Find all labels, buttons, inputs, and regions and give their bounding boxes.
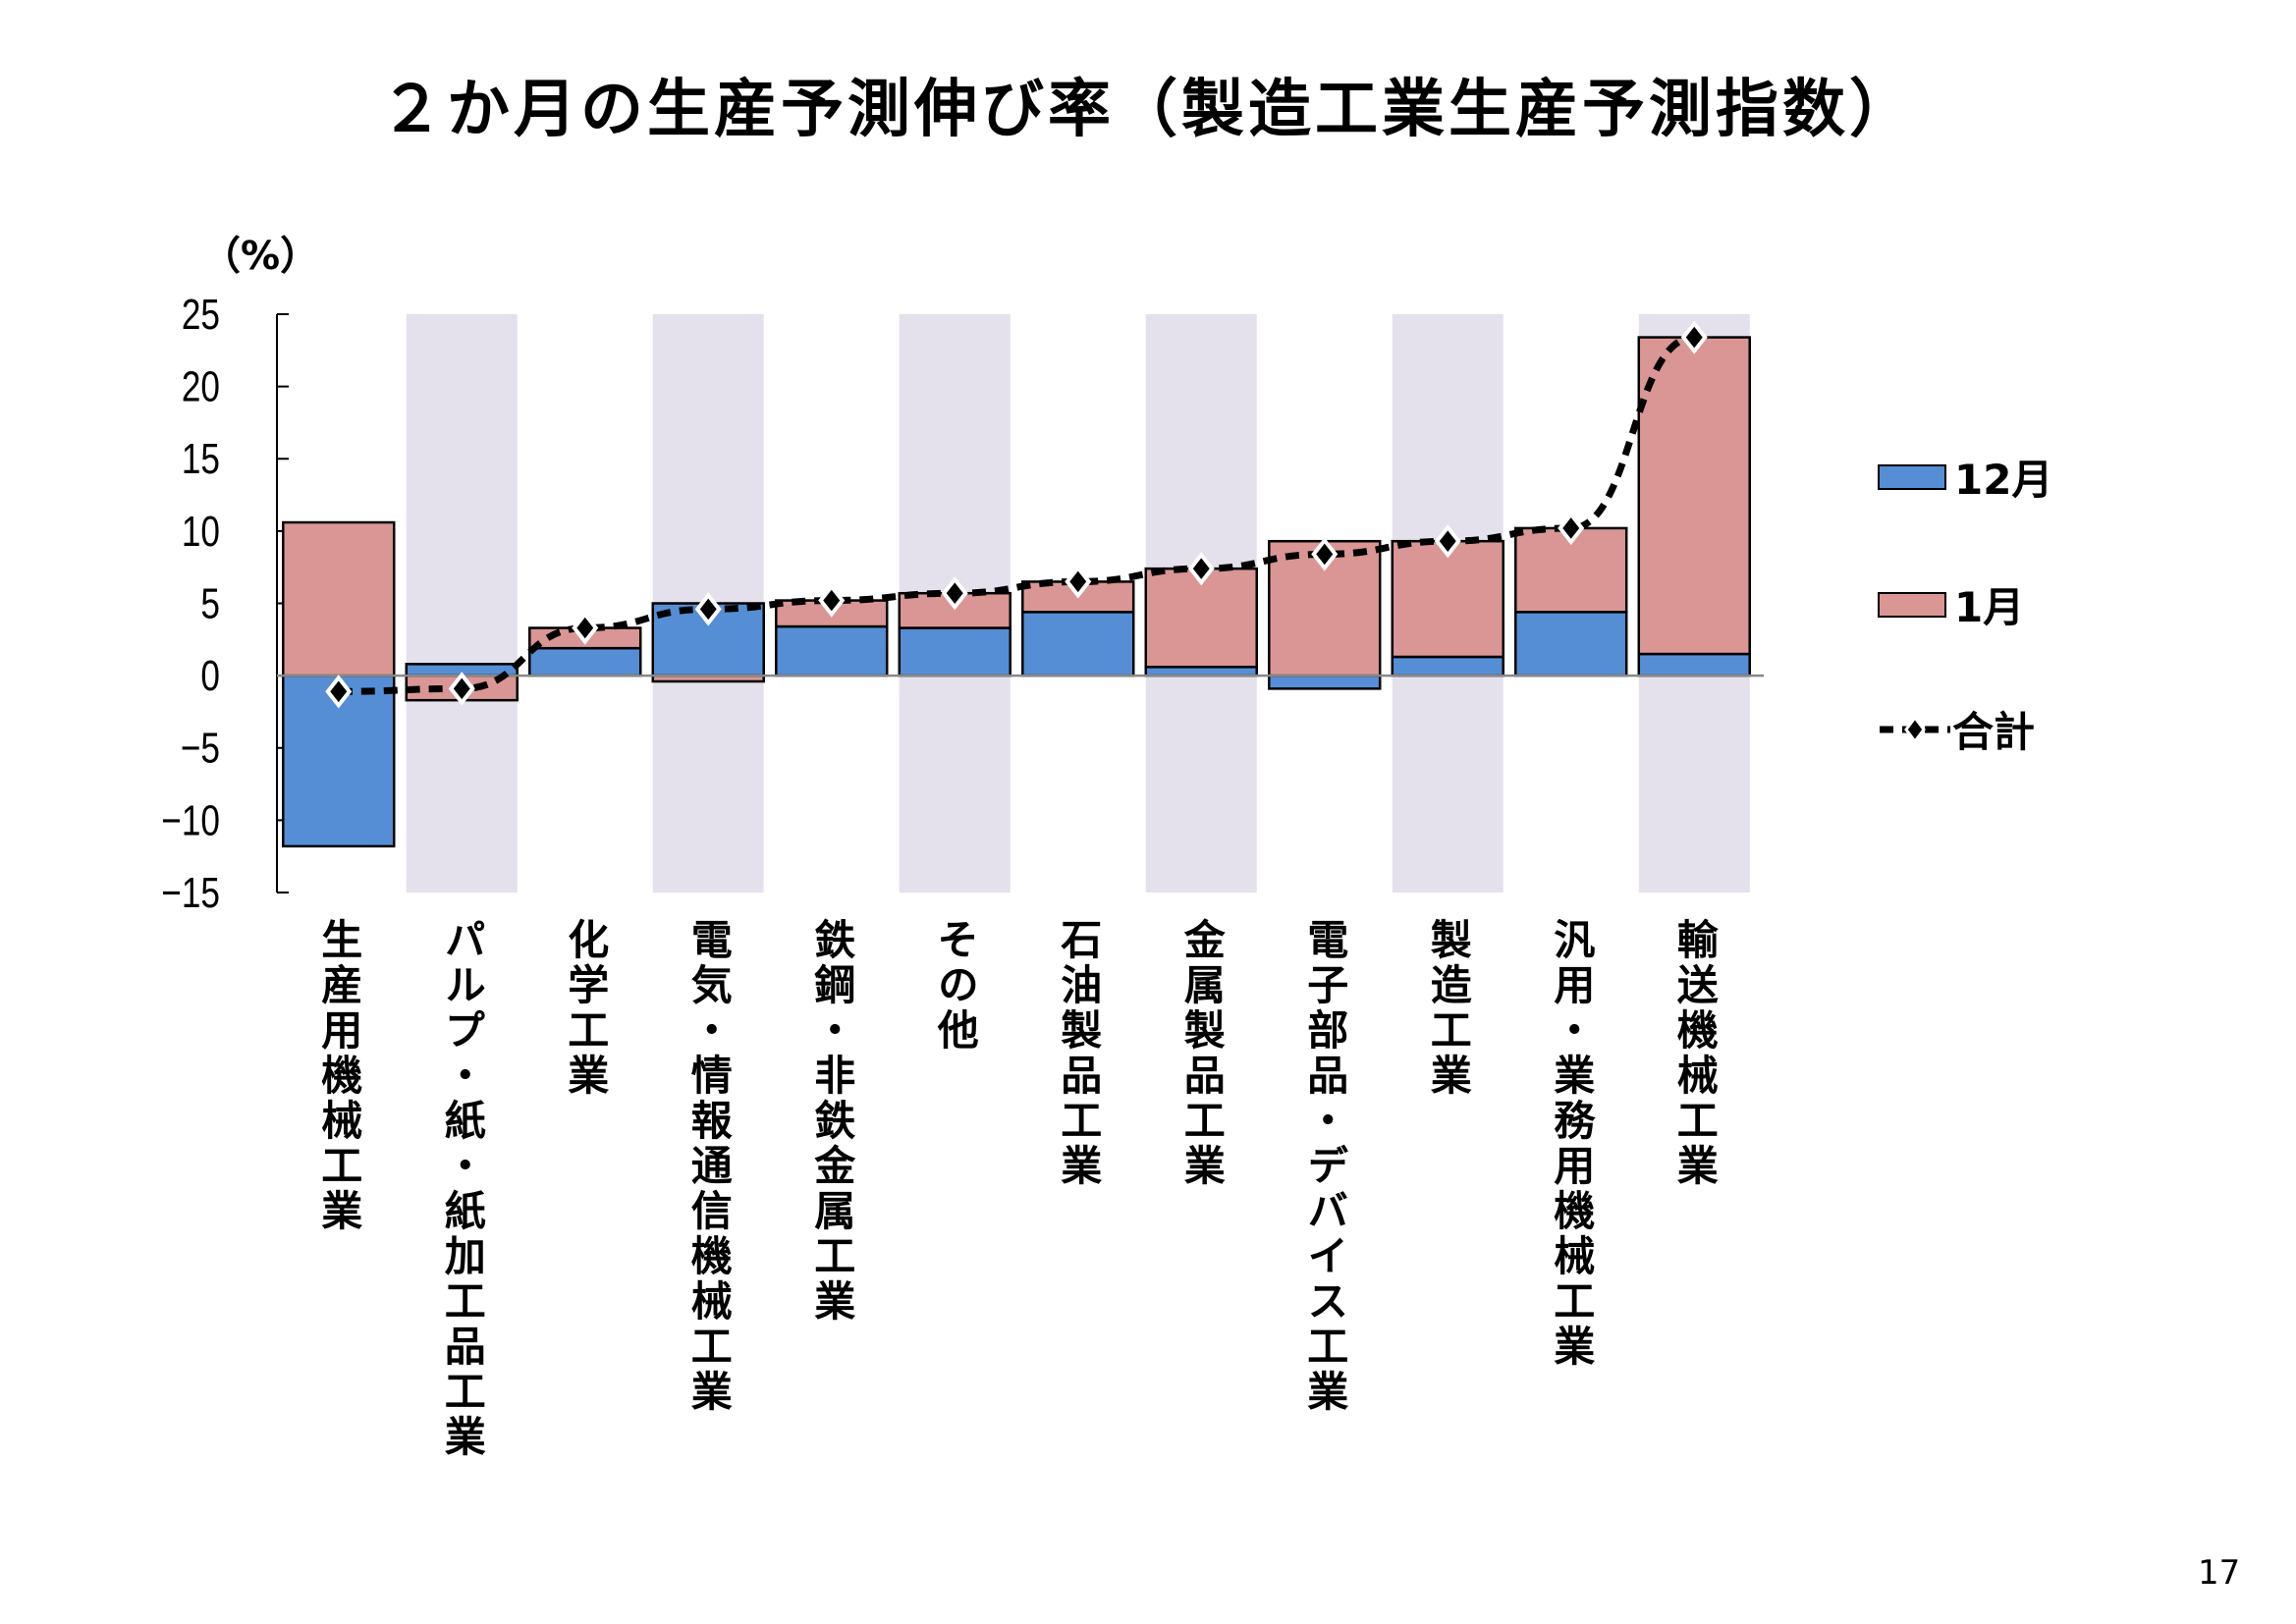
x-category-label: 電子部品・デバイス工業 (1300, 918, 1349, 1415)
chart-title: ２か月の生産予測伸び率（製造工業生産予測指数） (380, 74, 1916, 146)
legend-item: 12月 (1878, 447, 2052, 507)
x-category-label: 化学工業 (561, 918, 610, 1099)
bar-january (282, 520, 396, 677)
bar-december (528, 646, 642, 677)
total-marker (1187, 551, 1215, 586)
y-tick-label: 0 (200, 652, 220, 700)
total-marker (694, 592, 722, 626)
legend-item: 1月 (1878, 574, 2024, 634)
page-number: 17 (2198, 1553, 2241, 1593)
x-category-label: 鉄鋼・非鉄金属工業 (807, 918, 856, 1325)
total-marker (1311, 537, 1339, 571)
legend-label: 合計 (1952, 708, 2036, 756)
y-tick-label: 15 (182, 436, 220, 484)
x-category-label: 輸送機械工業 (1670, 918, 1720, 1189)
total-marker (1434, 523, 1461, 559)
bar-december (1637, 652, 1751, 677)
legend-swatch (1878, 463, 1946, 490)
total-line (338, 334, 1695, 695)
bar-december (1268, 674, 1382, 690)
y-tick-label: −5 (181, 725, 220, 773)
x-category-label: 金属製品工業 (1177, 918, 1227, 1189)
total-marker (1065, 565, 1092, 599)
bar-december (1144, 666, 1258, 677)
total-marker (448, 672, 475, 706)
x-category-label: 生産用機械工業 (314, 918, 363, 1234)
bar-december (1391, 655, 1504, 677)
legend-item: 合計 (1878, 699, 2035, 759)
y-tick-label: 25 (182, 291, 220, 339)
x-category-label: その他 (931, 918, 980, 1054)
x-category-label: 電気・情報通信機械工業 (684, 918, 734, 1415)
x-category-label: パルプ・紙・紙加工品工業 (438, 918, 487, 1460)
x-category-label: 製造工業 (1424, 918, 1473, 1099)
y-axis-unit-label: （%） (201, 234, 320, 279)
y-tick-label: 10 (182, 508, 220, 556)
legend-label: 1月 (1954, 583, 2025, 631)
bar-december (775, 624, 889, 677)
y-tick-label: −15 (161, 869, 220, 917)
y-tick-label: 20 (182, 363, 220, 411)
legend-line-diamond-icon (1880, 715, 1950, 743)
bar-december (1514, 611, 1628, 677)
legend-label: 12月 (1954, 456, 2053, 504)
bar-december (898, 626, 1011, 677)
y-tick-label: 5 (200, 580, 220, 628)
total-marker (941, 575, 968, 611)
background-band (406, 314, 518, 893)
bar-january (1637, 336, 1751, 656)
x-category-label: 汎用・業務用機械工業 (1547, 918, 1596, 1370)
total-marker (818, 583, 846, 618)
legend-swatch (1878, 591, 1946, 618)
total-marker (572, 611, 599, 645)
total-marker (1558, 511, 1585, 546)
bar-december (1021, 611, 1135, 677)
total-marker (325, 675, 353, 709)
bar-january (1391, 539, 1504, 659)
y-tick-label: −10 (161, 797, 220, 845)
x-category-label: 石油製品工業 (1054, 918, 1103, 1189)
total-marker (1680, 320, 1708, 354)
